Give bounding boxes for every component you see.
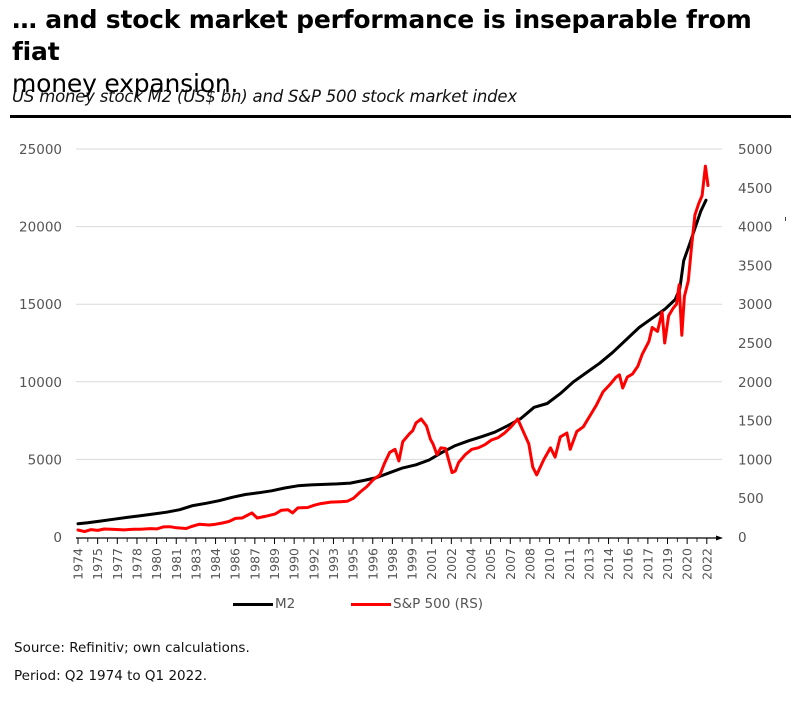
x-tick-label: 1996 [365,548,380,580]
y-tick-label-left: 20000 [19,220,62,236]
legend-swatch-m2 [233,602,273,606]
y-tick-label-right: 2500 [738,336,772,352]
x-tick-label: 1995 [346,548,361,580]
title-divider [10,115,791,118]
source-note: Source: Refinitiv; own calculations. [14,640,250,656]
x-tick-label: 2004 [464,548,479,580]
x-tick-label: 2017 [640,548,655,580]
x-tick-label: 1999 [405,548,420,580]
y-tick-label-right: 3000 [738,297,772,313]
y-tick-label-right: 1000 [738,452,772,468]
x-tick-label: 2016 [621,548,636,580]
y-tick-label-left: 5000 [28,452,62,468]
x-tick-label: 1981 [169,548,184,580]
x-tick-label: 1984 [208,548,223,580]
title-normal: money expansion. [12,69,239,98]
y-tick-label-right: 4500 [738,181,772,197]
legend-swatch-sp500 [351,602,391,606]
series-lines [76,164,710,534]
x-axis: 1974 1975 1977 1978 1980 1981 1983 1984 1986 1987… [71,535,723,580]
y-tick-label-right: 1500 [738,414,772,430]
x-tick-label: 1998 [385,548,400,580]
x-tick-label: 2019 [660,548,675,580]
x-tick-label: 1989 [267,548,282,580]
x-tick-label: 2014 [601,548,616,580]
x-tick-label: 1980 [149,548,164,580]
y-tick-label-left: 0 [53,530,62,546]
x-tick-label: 1974 [71,548,86,580]
x-tick-label: 2001 [424,548,439,580]
gridlines [76,148,722,460]
series-line-m2 [76,198,708,526]
legend-label-m2: M2 [275,596,296,612]
x-tick-label: 2010 [542,548,557,580]
page-title: … and stock market performance is insepa… [12,4,792,100]
x-tick-label: 1987 [247,548,262,580]
x-tick-label: 1993 [326,548,341,580]
x-tick-label: 2007 [503,548,518,580]
x-tick-label: 1990 [287,548,302,580]
y-tick-label-right: 5000 [738,142,772,158]
y-tick-label-left: 25000 [19,142,62,158]
x-tick-label: 1977 [110,548,125,580]
x-tick-label: 1992 [306,548,321,580]
x-axis-arrow [716,535,723,541]
y-tick-label-right: 500 [738,491,764,507]
y-tick-label-right: 2000 [738,375,772,391]
x-tick-label: 2020 [680,548,695,580]
x-tick-label: 1978 [129,548,144,580]
legend-label-sp500: S&P 500 (RS) [393,596,484,612]
legend-item-sp500: S&P 500 (RS) [351,596,483,612]
x-tick-label: 2008 [522,548,537,580]
x-tick-label: 2002 [444,548,459,580]
y-axis-right: 0 500 1000 1500 2000 2500 3000 3500 4000 4500 5000 [738,142,772,546]
x-tick-label: 1975 [90,548,105,580]
stray-mark [785,217,786,221]
series-line-sp500 [76,164,710,534]
y-tick-label-right: 0 [738,530,747,546]
x-tick-label: 2013 [581,548,596,580]
y-tick-label-right: 3500 [738,258,772,274]
x-tick-label: 2005 [483,548,498,580]
y-tick-label-left: 15000 [19,297,62,313]
period-note: Period: Q2 1974 to Q1 2022. [14,668,208,684]
chart-subtitle: US money stock M2 (US$ bn) and S&P 500 s… [12,87,517,106]
x-tick-label: 1983 [188,548,203,580]
x-tick-label: 1986 [228,548,243,580]
title-bold: … and stock market performance is insepa… [12,5,752,66]
y-tick-label-right: 4000 [738,220,772,236]
y-axis-left: 0 5000 10000 15000 20000 25000 [19,142,62,546]
legend-item-m2: M2 [233,596,295,612]
x-tick-label: 2011 [562,548,577,580]
y-tick-label-left: 10000 [19,375,62,391]
x-tick-label: 2022 [699,548,714,580]
